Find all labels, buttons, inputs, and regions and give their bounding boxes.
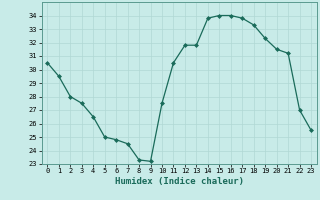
X-axis label: Humidex (Indice chaleur): Humidex (Indice chaleur)	[115, 177, 244, 186]
